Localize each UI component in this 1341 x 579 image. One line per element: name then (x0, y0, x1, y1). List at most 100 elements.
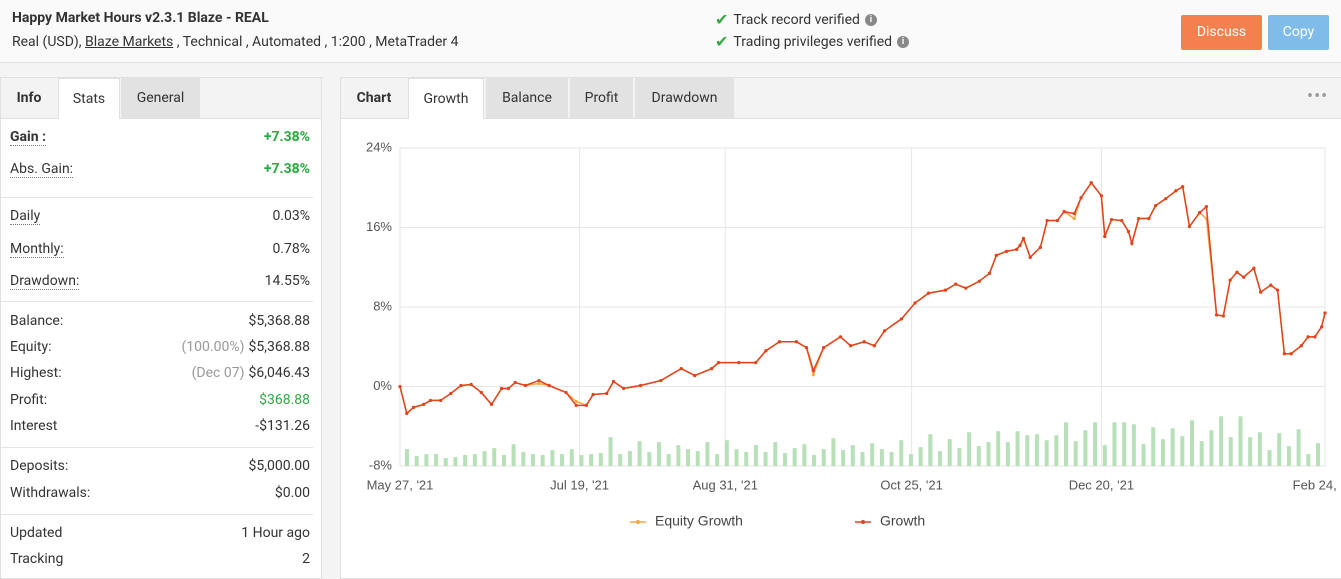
volume-bar (899, 440, 904, 466)
stat-row: Equity: (100.00%) $5,368.88 (10, 337, 310, 357)
stat-label: Highest: (10, 365, 62, 381)
stat-value-wrap: +7.38% (264, 161, 310, 177)
volume-bar (1064, 422, 1069, 466)
volume-bar (511, 444, 516, 466)
volume-bar (647, 452, 652, 466)
broker-link[interactable]: Blaze Markets (85, 34, 174, 50)
data-point (489, 402, 494, 406)
data-point (710, 367, 714, 371)
data-point (1028, 255, 1032, 259)
volume-bar (705, 442, 710, 466)
volume-bar (1141, 444, 1146, 466)
volume-bar (434, 454, 439, 466)
stat-row: Gain : +7.38% (10, 127, 310, 147)
tab[interactable]: General (121, 78, 200, 118)
data-point (838, 335, 843, 339)
volume-bar (1005, 442, 1010, 466)
copy-button[interactable]: Copy (1268, 15, 1329, 50)
volume-bar (1170, 428, 1175, 466)
volume-bar (1112, 422, 1117, 466)
data-point (398, 384, 402, 389)
info-icon[interactable]: i (864, 13, 877, 26)
stat-value: +7.38% (263, 129, 310, 145)
data-point (523, 383, 527, 388)
data-point (1198, 210, 1202, 215)
subtitle-text: Real (USD), (12, 34, 82, 50)
tab[interactable]: Drawdown (635, 78, 734, 118)
volume-bar (744, 452, 749, 466)
verification: ✔ Track record verified i (715, 10, 877, 29)
discuss-button[interactable]: Discuss (1181, 15, 1262, 50)
data-point (405, 411, 409, 415)
data-point (1259, 290, 1263, 294)
subtitle-text: , Technical , Automated , 1:200 , MetaTr… (176, 34, 459, 50)
volume-bar (957, 448, 962, 466)
data-point (1137, 216, 1141, 221)
data-point (479, 390, 483, 395)
stat-row: Interest -$131.26 (10, 416, 310, 436)
stat-label: Drawdown: (10, 272, 80, 290)
data-point (1055, 218, 1059, 223)
data-point (821, 346, 826, 350)
tab[interactable]: Stats (58, 78, 120, 119)
stat-value-wrap: 0.03% (272, 208, 310, 224)
volume-bar (656, 442, 661, 466)
data-point (1252, 266, 1256, 270)
stat-label: Profit: (10, 392, 48, 408)
volume-bar (1316, 443, 1320, 466)
data-point (716, 361, 721, 365)
verification: ✔ Trading privileges verified i (715, 32, 910, 51)
volume-bar (821, 449, 826, 466)
x-tick-label: May 27, '21 (367, 477, 434, 492)
y-tick-label: 8% (373, 298, 392, 313)
legend-marker (636, 520, 640, 524)
volume-bar (1102, 445, 1107, 466)
volume-bar (1015, 431, 1020, 466)
stat-value: $6,046.43 (248, 365, 310, 381)
data-point (764, 349, 768, 353)
volume-bar (976, 446, 981, 466)
data-point (943, 288, 948, 292)
data-point (506, 386, 511, 391)
volume-bar (463, 455, 468, 466)
stat-label: Interest (10, 418, 58, 434)
tab[interactable]: Balance (486, 78, 568, 118)
data-point (926, 291, 931, 295)
subtitle: Real (USD), Blaze Markets , Technical , … (12, 34, 458, 50)
x-tick-label: Oct 25, '21 (880, 477, 942, 492)
volume-bar (860, 452, 865, 466)
volume-bar (938, 451, 943, 466)
volume-bar (627, 451, 632, 466)
menu-dots[interactable]: ••• (1307, 86, 1329, 107)
data-point (1320, 325, 1324, 329)
stat-label: Daily (10, 207, 41, 225)
x-tick-label: Dec 20, '21 (1069, 477, 1134, 492)
data-point (1072, 216, 1076, 221)
verification-text: Track record verified (733, 11, 860, 28)
stat-row: Balance: $5,368.88 (10, 311, 310, 331)
volume-bar (1306, 454, 1311, 466)
data-point (659, 378, 663, 383)
volume-bar (589, 454, 594, 466)
volume-bar (831, 438, 836, 466)
tab[interactable]: Info (16, 90, 42, 106)
stat-value-wrap: 2 (302, 551, 310, 567)
info-icon[interactable]: i (897, 35, 910, 48)
data-point (605, 391, 609, 396)
tab[interactable]: Profit (570, 78, 633, 118)
volume-bar (870, 443, 875, 466)
data-point (862, 340, 866, 344)
stat-value-wrap: 1 Hour ago (241, 525, 310, 541)
data-point (1306, 335, 1310, 339)
stat-value-wrap: $5,368.88 (248, 313, 310, 329)
data-point (428, 398, 433, 403)
legend-label: Equity Growth (655, 513, 743, 529)
tab[interactable]: Growth (408, 78, 484, 119)
volume-bar (908, 454, 913, 466)
volume-bar (560, 454, 565, 466)
data-point (1004, 249, 1009, 253)
data-point (994, 253, 998, 257)
data-point (574, 399, 578, 404)
stat-value-wrap: -$131.26 (255, 418, 310, 434)
